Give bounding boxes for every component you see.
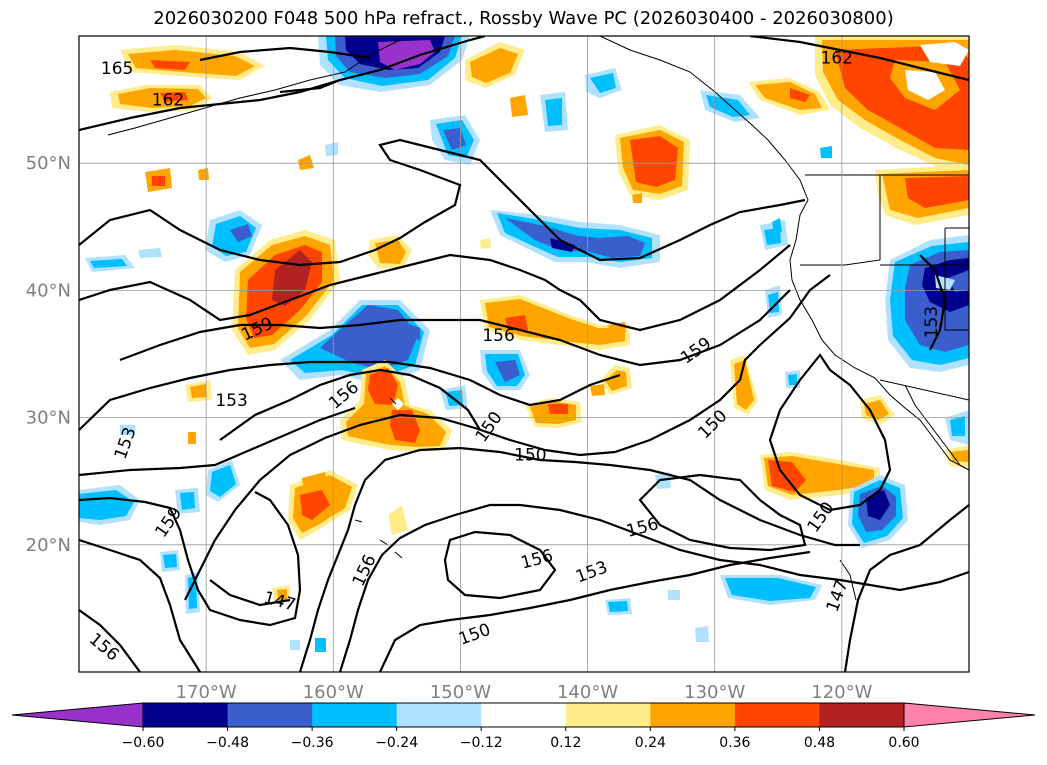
contour-label-text: 162	[152, 91, 184, 111]
contour-label-text: 153	[922, 306, 942, 338]
contour-label: 165	[101, 59, 133, 79]
refractivity-contours	[79, 36, 969, 672]
lon-tick-label: 160°W	[303, 682, 364, 703]
colorbar-label: 0.48	[804, 735, 835, 751]
baja-california	[904, 384, 961, 466]
colorbar-label: 0.24	[635, 735, 666, 751]
shade-coast	[730, 285, 969, 500]
contour-label-text: 165	[101, 59, 133, 79]
colorbar-label: 0.60	[888, 735, 919, 751]
map-area	[79, 36, 969, 672]
contour-156-sw	[79, 538, 201, 672]
contour-156-corner	[79, 609, 141, 672]
contour-162-b	[749, 36, 969, 82]
lon-tick-label: 120°W	[811, 682, 872, 703]
contour-162-a	[279, 78, 341, 94]
contour-label-text: 150	[514, 445, 546, 465]
state-border-1	[800, 175, 881, 266]
colorbar-label: −0.24	[375, 735, 418, 751]
lon-tick-label: 150°W	[430, 682, 491, 703]
contour-label-text: 162	[821, 49, 853, 69]
contour-159-south	[79, 491, 302, 627]
contour-156-east	[638, 473, 807, 552]
contour-label: 162	[152, 91, 184, 111]
lat-tick-label: 30°N	[26, 408, 71, 429]
contour-label-text: 153	[215, 391, 247, 411]
shade-positive-35n	[480, 295, 630, 390]
colorbar-swatch	[227, 703, 313, 727]
contour-label: 150	[514, 445, 546, 465]
lon-tick-label: 140°W	[557, 682, 618, 703]
contour-label: 153	[215, 391, 247, 411]
contour-label: 153	[922, 306, 942, 338]
contour-150-low	[768, 353, 892, 512]
colorbar-swatch	[396, 703, 482, 727]
colorbar-frame	[142, 702, 905, 728]
map-frame	[78, 35, 970, 673]
border-us-mexico	[879, 379, 969, 401]
axis-labels: 170°W 160°W 150°W 140°W 130°W 120°W 20°N 30°N 40…	[26, 153, 873, 703]
lat-tick-label: 40°N	[26, 280, 71, 301]
chart-title: 2026030200 F048 500 hPa refract., Rossby…	[153, 8, 894, 29]
north-america-coast	[599, 36, 969, 471]
lon-tick-label: 170°W	[176, 682, 237, 703]
colorbar-label: 0.12	[550, 735, 581, 751]
shade-negative-small-north	[325, 68, 832, 165]
contour-153	[79, 360, 621, 431]
shade-negative-band	[490, 210, 788, 268]
lat-tick-label: 20°N	[26, 535, 71, 556]
contour-159-north	[79, 138, 806, 267]
colorbar-swatch	[565, 703, 651, 727]
mexico-coast	[839, 559, 857, 601]
lat-tick-label: 50°N	[26, 153, 71, 174]
contour-150-south	[298, 446, 860, 672]
contour-150-a	[219, 368, 481, 441]
shade-negative-southeast	[848, 410, 969, 548]
shade-positive-northwest	[110, 42, 528, 192]
contour-150-far-south	[379, 550, 811, 672]
contour-165-a	[79, 36, 486, 132]
contour-156-closed	[443, 530, 557, 600]
islet	[389, 397, 397, 405]
colorbar-swatch	[734, 703, 820, 727]
shade-negative-california	[885, 235, 969, 372]
contour-156	[119, 289, 791, 367]
contour-label-text: 156	[482, 326, 514, 346]
contour-label: 162	[821, 49, 853, 69]
contour-159-b	[79, 244, 791, 332]
lon-tick-label: 130°W	[684, 682, 745, 703]
colorbar-label: −0.36	[291, 735, 334, 751]
shade-tropical	[79, 425, 822, 652]
contour-label: 156	[482, 326, 514, 346]
grid-lines	[79, 36, 969, 672]
colorbar-swatch	[143, 703, 229, 727]
colorbar-label: −0.48	[206, 735, 249, 751]
colorbar-swatch	[650, 703, 736, 727]
colorbar-label: 0.36	[719, 735, 750, 751]
colorbar-swatch	[481, 703, 567, 727]
contour-150-main	[184, 274, 831, 601]
hawaiian-islands	[354, 519, 403, 559]
state-border-3	[944, 227, 969, 331]
colorbar-label: −0.60	[122, 735, 165, 751]
colorbar-label: −0.12	[460, 735, 503, 751]
colorbar-extend-low	[11, 702, 144, 728]
contour-147-east	[843, 504, 969, 672]
contour-153-south	[338, 503, 969, 672]
colorbar: −0.60 −0.48 −0.36 −0.24 −0.12 0.12 0.24 0.36 0.4…	[11, 702, 1036, 751]
contour-153-east	[919, 254, 947, 351]
colorbar-extend-high	[903, 702, 1036, 728]
colorbar-swatch	[312, 703, 398, 727]
shade-positive-gulf	[615, 125, 690, 203]
contour-147-west	[209, 579, 291, 607]
shade-positive-hawaii	[185, 322, 632, 452]
colorbar-swatch	[819, 703, 905, 727]
contour-152	[79, 406, 356, 477]
contour-165-b	[199, 46, 371, 62]
